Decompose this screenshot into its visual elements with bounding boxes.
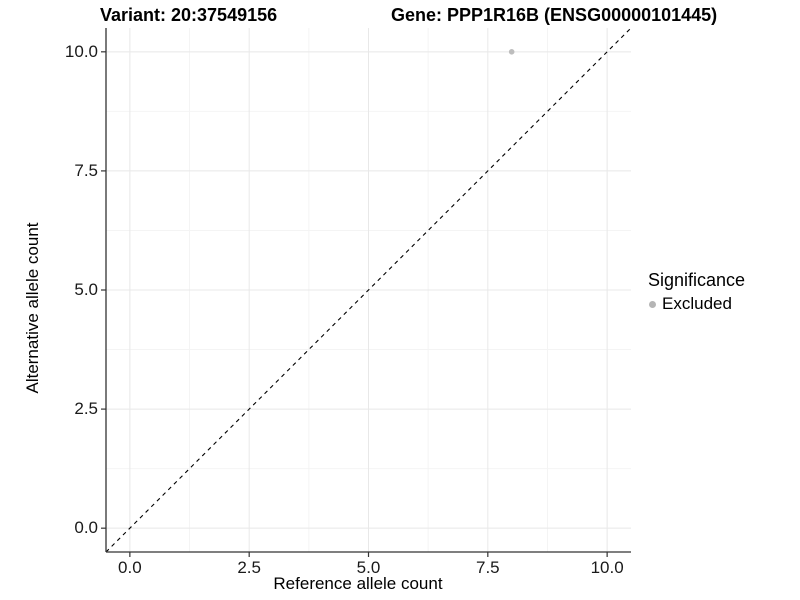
y-tick-label: 2.5 — [74, 399, 98, 419]
identity-line — [105, 27, 632, 553]
y-tick-label: 10.0 — [64, 41, 98, 61]
y-tick-label: 0.0 — [74, 518, 98, 538]
x-tick-label: 10.0 — [590, 558, 624, 577]
y-tick-label: 7.5 — [74, 160, 98, 180]
plot-title-gene: Gene: PPP1R16B (ENSG00000101445) — [391, 5, 718, 25]
x-tick-label: 7.5 — [475, 558, 500, 577]
legend-entries: Excluded — [648, 294, 745, 314]
x-tick-label: 0.0 — [118, 558, 142, 577]
y-tick-label: 5.0 — [74, 280, 98, 299]
x-tick-label: 2.5 — [237, 558, 261, 577]
legend-entry-excluded: Excluded — [648, 294, 745, 314]
x-axis-title: Reference allele count — [273, 574, 443, 593]
legend-title: Significance — [648, 270, 746, 290]
legend-point-icon — [649, 300, 656, 308]
data-point-excluded — [508, 49, 515, 55]
y-axis-title: Alternative allele count — [23, 222, 42, 394]
x-tick-label: 5.0 — [356, 558, 381, 577]
legend-entry-label: Excluded — [662, 294, 732, 313]
plot-title-variant: Variant: 20:37549156 — [100, 5, 278, 25]
legend: Significance Excluded — [648, 270, 745, 314]
